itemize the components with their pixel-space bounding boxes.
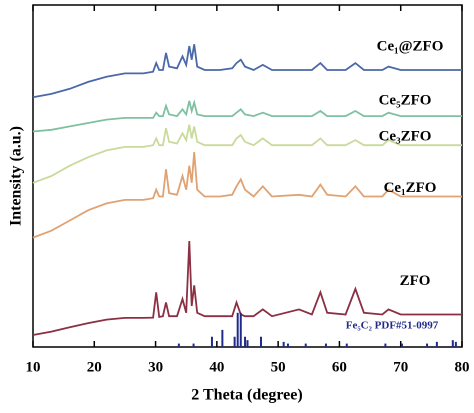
series-line [32,124,462,184]
series-label: Ce₁@ZFO [377,38,444,54]
series-label: ZFO [400,273,431,289]
x-tick-label: 60 [332,359,347,375]
x-tick-label: 80 [455,359,470,375]
series-label: Ce₅ZFO [379,93,432,109]
x-axis-title: 2 Theta (degree) [191,387,302,404]
series-label: Ce₁ZFO [384,180,437,196]
series-label: Ce₃ZFO [379,129,432,145]
series-line [32,240,462,336]
x-tick-label: 40 [209,359,224,375]
y-axis-title: Intensity (a.u.) [8,126,25,226]
series-line [32,152,462,239]
x-tick-label: 50 [271,359,286,375]
x-tick-label: 20 [87,359,102,375]
x-tick-label: 10 [26,359,41,375]
reference-label: Fe₅C₂ PDF#51-0997 [346,320,439,332]
series-line [32,44,462,99]
x-tick-label: 30 [148,359,163,375]
x-tick-label: 70 [393,359,408,375]
plot-frame [32,4,463,348]
series-line [32,99,462,133]
